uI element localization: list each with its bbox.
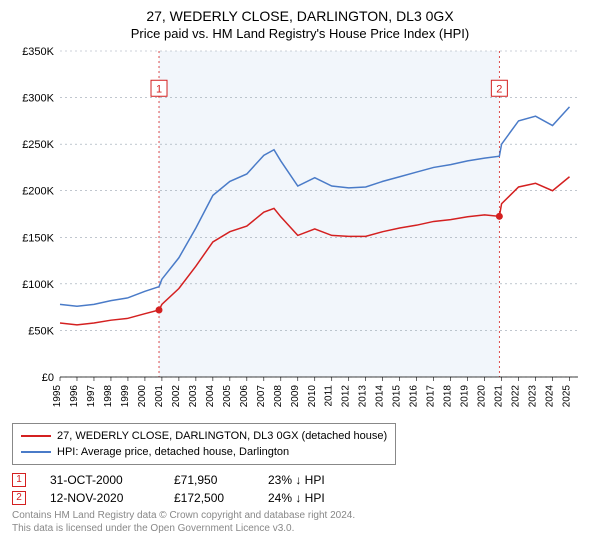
svg-text:1997: 1997 [86, 385, 97, 408]
svg-text:£300K: £300K [22, 93, 54, 105]
svg-text:£350K: £350K [22, 47, 54, 58]
svg-text:2008: 2008 [273, 385, 284, 408]
svg-text:2025: 2025 [562, 385, 573, 408]
svg-text:2011: 2011 [324, 385, 335, 407]
svg-text:2020: 2020 [477, 385, 488, 408]
svg-text:1999: 1999 [120, 385, 131, 408]
svg-text:2013: 2013 [358, 385, 369, 408]
svg-text:2024: 2024 [545, 385, 556, 408]
svg-text:£50K: £50K [28, 325, 54, 337]
footer-line1: Contains HM Land Registry data © Crown c… [12, 509, 588, 522]
svg-text:2004: 2004 [205, 385, 216, 408]
svg-text:2000: 2000 [137, 385, 148, 408]
svg-text:2005: 2005 [222, 385, 233, 408]
legend-swatch [21, 451, 51, 453]
marker-price: £172,500 [174, 491, 244, 505]
svg-text:2: 2 [496, 83, 502, 95]
marker-row: 2 12-NOV-2020 £172,500 24% ↓ HPI [12, 491, 588, 505]
legend: 27, WEDERLY CLOSE, DARLINGTON, DL3 0GX (… [12, 423, 396, 465]
svg-text:1996: 1996 [69, 385, 80, 408]
chart-subtitle: Price paid vs. HM Land Registry's House … [12, 26, 588, 41]
marker-price: £71,950 [174, 473, 244, 487]
svg-text:2009: 2009 [290, 385, 301, 408]
legend-row: 27, WEDERLY CLOSE, DARLINGTON, DL3 0GX (… [21, 428, 387, 444]
marker-date: 12-NOV-2020 [50, 491, 150, 505]
footer-attribution: Contains HM Land Registry data © Crown c… [12, 509, 588, 535]
marker-id-box: 1 [12, 473, 26, 487]
legend-swatch [21, 435, 51, 437]
svg-text:£150K: £150K [22, 232, 54, 244]
legend-label: 27, WEDERLY CLOSE, DARLINGTON, DL3 0GX (… [57, 428, 387, 444]
svg-text:2021: 2021 [494, 385, 505, 408]
marker-row: 1 31-OCT-2000 £71,950 23% ↓ HPI [12, 473, 588, 487]
svg-text:2022: 2022 [511, 385, 522, 408]
svg-text:2006: 2006 [239, 385, 250, 408]
marker-table: 1 31-OCT-2000 £71,950 23% ↓ HPI 2 12-NOV-2020… [12, 473, 588, 505]
chart-area: £0 £50K £100K £150K £200K £250K £300K £350K 1995… [12, 47, 588, 417]
svg-text:2007: 2007 [256, 385, 267, 408]
svg-text:1: 1 [156, 83, 162, 95]
svg-text:£200K: £200K [22, 186, 54, 198]
svg-text:2010: 2010 [307, 385, 318, 408]
svg-text:1998: 1998 [103, 385, 114, 408]
svg-text:2018: 2018 [443, 385, 454, 408]
marker-date: 31-OCT-2000 [50, 473, 150, 487]
legend-row: HPI: Average price, detached house, Darl… [21, 444, 387, 460]
svg-text:£0: £0 [42, 372, 54, 384]
svg-text:1995: 1995 [52, 385, 63, 408]
svg-text:2019: 2019 [460, 385, 471, 408]
svg-text:2015: 2015 [392, 385, 403, 408]
svg-text:£250K: £250K [22, 139, 54, 151]
chart-title: 27, WEDERLY CLOSE, DARLINGTON, DL3 0GX [12, 8, 588, 24]
svg-text:2014: 2014 [375, 385, 386, 408]
svg-text:2001: 2001 [154, 385, 165, 408]
marker-id-box: 2 [12, 491, 26, 505]
footer-line2: This data is licensed under the Open Gov… [12, 522, 588, 535]
chart-svg: £0 £50K £100K £150K £200K £250K £300K £350K 1995… [12, 47, 588, 417]
svg-text:2023: 2023 [528, 385, 539, 408]
svg-text:£100K: £100K [22, 279, 54, 291]
svg-text:2012: 2012 [341, 385, 352, 408]
svg-text:2017: 2017 [426, 385, 437, 408]
svg-text:2003: 2003 [188, 385, 199, 408]
legend-label: HPI: Average price, detached house, Darl… [57, 444, 289, 460]
marker-pct: 24% ↓ HPI [268, 491, 368, 505]
marker-pct: 23% ↓ HPI [268, 473, 368, 487]
svg-text:2002: 2002 [171, 385, 182, 408]
svg-text:2016: 2016 [409, 385, 420, 408]
